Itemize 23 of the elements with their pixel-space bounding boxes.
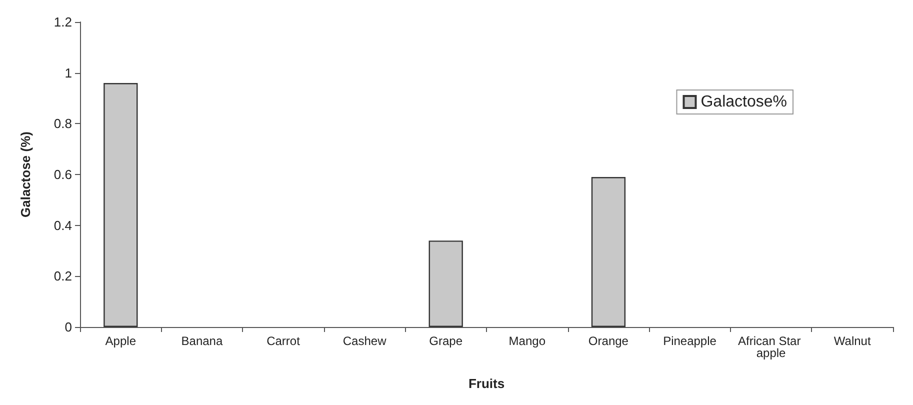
x-axis-title: Fruits: [468, 376, 505, 391]
legend-label: Galactose%: [700, 94, 787, 110]
bar: [591, 177, 626, 327]
bar: [104, 83, 138, 327]
x-tick-label: Grape: [429, 334, 463, 348]
x-tick-label: Mango: [508, 334, 546, 348]
x-tick-label: Carrot: [266, 334, 301, 348]
y-tick-label: 1.2: [54, 14, 72, 30]
bar: [428, 240, 463, 327]
x-tick-label: Banana: [181, 334, 223, 348]
y-tick-label: 1: [64, 65, 72, 80]
x-tick-label: Walnut: [834, 334, 872, 348]
x-tick-label: Orange: [588, 334, 629, 348]
x-tick-label: African Star apple: [738, 334, 804, 360]
y-axis-title: Galactose (%): [18, 132, 33, 218]
y-tick-label: 0.6: [54, 167, 72, 182]
y-tick-label: 0.2: [54, 268, 72, 284]
x-tick-label: Pineapple: [663, 334, 717, 348]
y-tick-label: 0: [64, 320, 72, 334]
y-tick-label: 0.4: [54, 218, 72, 233]
y-tick-label: 0.8: [54, 116, 72, 132]
x-tick-label: Cashew: [342, 334, 387, 348]
x-tick-label: Apple: [105, 334, 136, 348]
